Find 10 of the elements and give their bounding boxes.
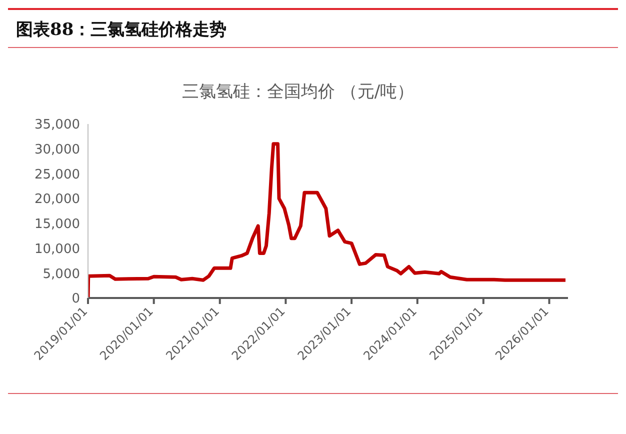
chart-subtitle: 三氯氢硅：全国均价 （元/吨） (180, 81, 416, 103)
y-tick-label: 30,000 (34, 142, 80, 158)
y-tick-label: 5,000 (42, 266, 80, 282)
y-tick-label: 20,000 (34, 192, 80, 208)
y-tick-label: 35,000 (34, 118, 80, 133)
y-tick-label: 10,000 (34, 242, 80, 257)
y-tick-label: 25,000 (34, 167, 80, 182)
y-tick-label: 15,000 (34, 217, 80, 232)
y-tick-label: 0 (72, 292, 80, 307)
chart-title: 图表88：三氯氢硅价格走势 (16, 19, 227, 41)
